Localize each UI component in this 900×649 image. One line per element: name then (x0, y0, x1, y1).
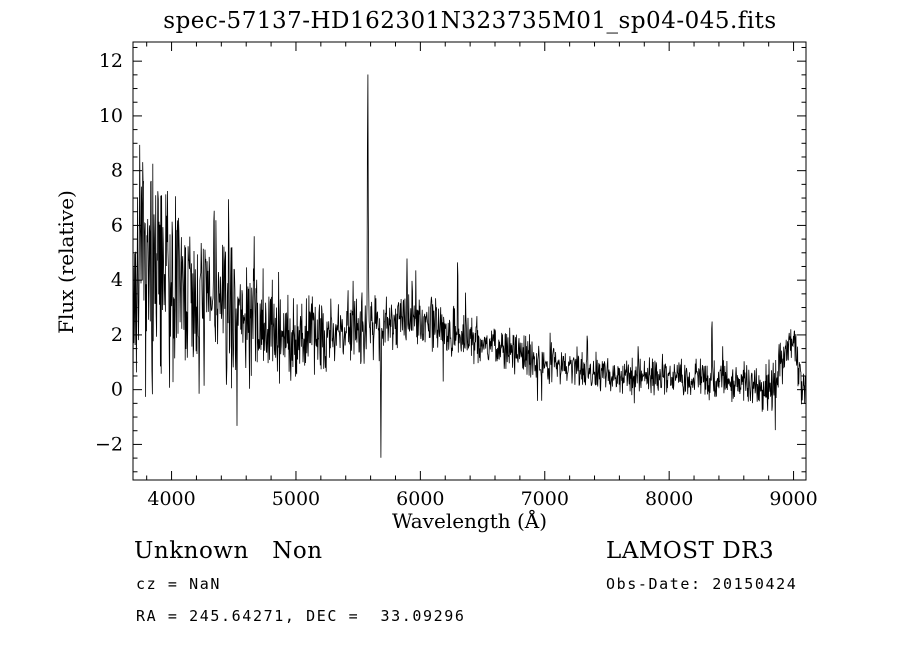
axes-box (132, 41, 807, 481)
svg-text:12: 12 (99, 50, 123, 72)
svg-text:8000: 8000 (645, 488, 693, 510)
svg-text:5000: 5000 (272, 488, 320, 510)
spectrum-trace (133, 74, 806, 458)
svg-text:4000: 4000 (147, 488, 195, 510)
ra-dec-label: RA = 245.64271, DEC = 33.09296 (136, 607, 466, 625)
plot-title: spec-57137-HD162301N323735M01_sp04-045.f… (163, 8, 777, 34)
x-axis-label: Wavelength (Å) (391, 509, 548, 533)
svg-text:6000: 6000 (396, 488, 444, 510)
svg-text:6: 6 (111, 214, 123, 236)
svg-text:0: 0 (111, 379, 123, 401)
object-class-label: Unknown Non (134, 538, 323, 564)
axis-ticks (133, 42, 806, 480)
svg-text:10: 10 (99, 105, 123, 127)
tick-labels: 4000 5000 6000 7000 8000 9000 −2 0 2 4 6 8 10 12 (95, 50, 818, 510)
svg-text:2: 2 (111, 324, 123, 346)
y-axis-label: Flux (relative) (54, 190, 78, 334)
svg-text:9000: 9000 (769, 488, 817, 510)
survey-release-label: LAMOST DR3 (606, 538, 775, 564)
obs-date-label: Obs-Date: 20150424 (606, 575, 798, 593)
svg-text:−2: −2 (95, 433, 123, 455)
cz-value-label: cz = NaN (136, 575, 222, 593)
svg-text:7000: 7000 (521, 488, 569, 510)
svg-text:8: 8 (111, 160, 123, 182)
svg-text:4: 4 (111, 269, 123, 291)
